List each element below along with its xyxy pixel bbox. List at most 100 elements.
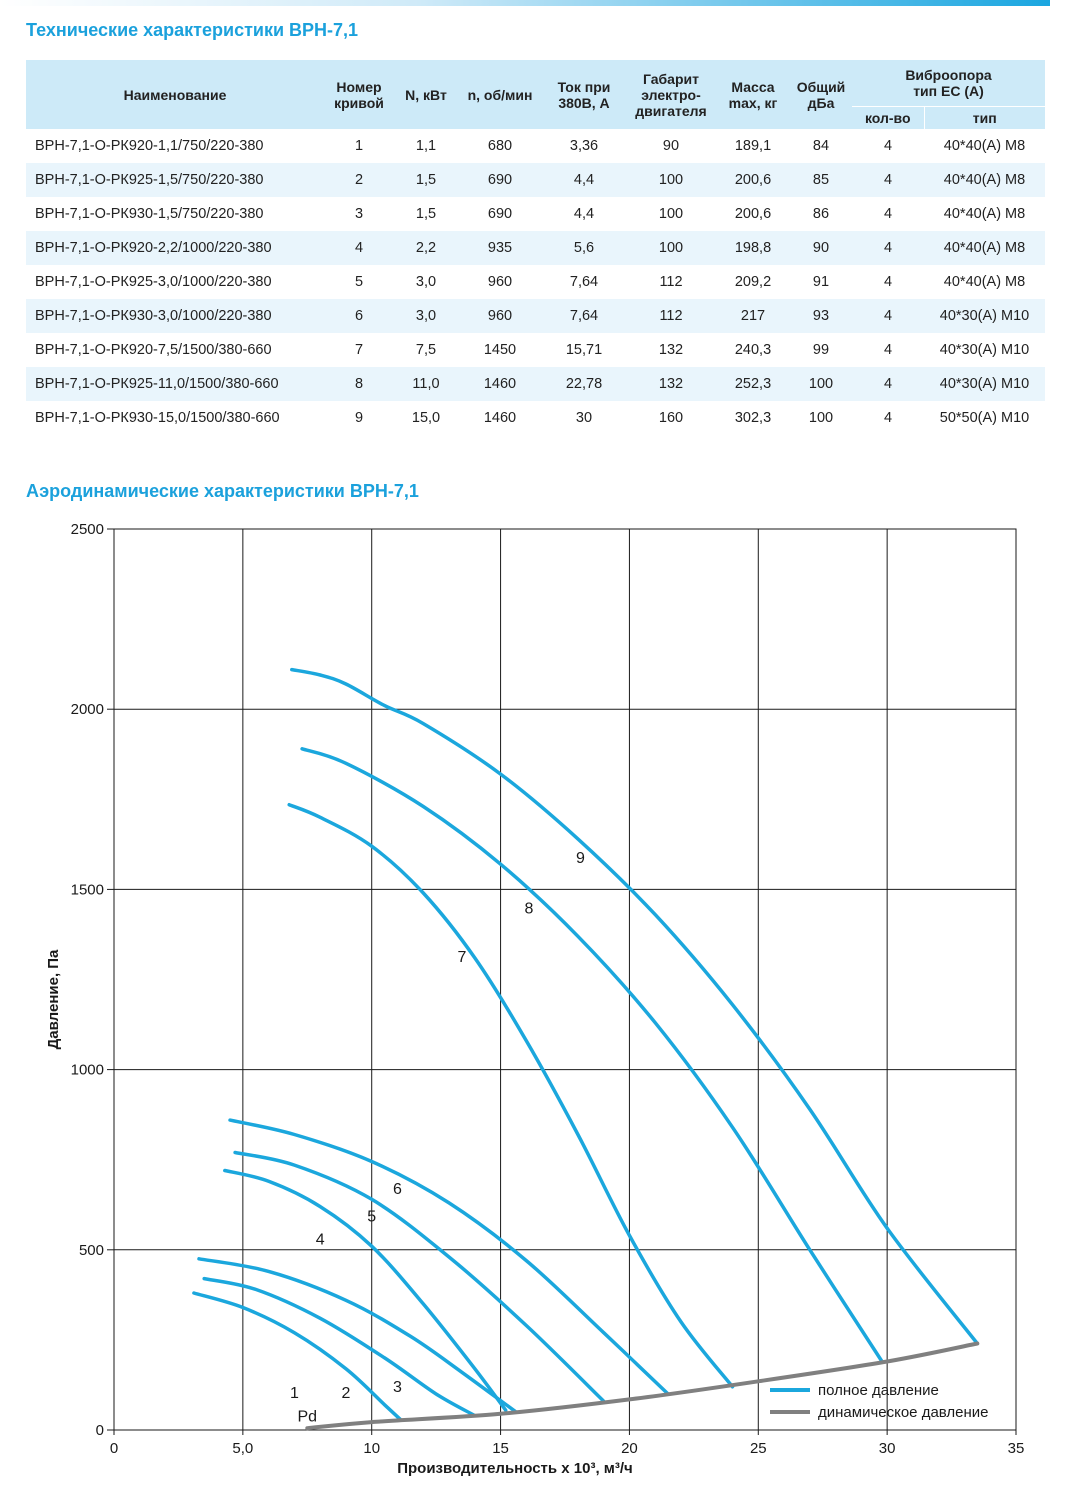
table-row: ВРН-7,1-О-РК925-1,5/750/220-380 2 1,5 690 4,… (26, 163, 1045, 197)
cell-curve: 6 (324, 299, 394, 333)
cell-mass: 200,6 (734, 206, 772, 222)
legend-label: полное давление (818, 1382, 939, 1399)
cell-power: 3,0 (415, 274, 437, 290)
header-mount-qty: кол-во (852, 106, 925, 129)
cell-type: 40*30(А) М10 (924, 299, 1045, 333)
cell-type: 40*30(А) М10 (939, 342, 1030, 358)
cell-rpm: 690 (458, 163, 542, 197)
cell-power: 1,5 (394, 163, 458, 197)
cell-type: 40*40(А) М8 (943, 206, 1026, 222)
cell-frame: 112 (626, 299, 716, 333)
cell-type: 50*50(А) М10 (939, 410, 1030, 426)
x-tick-label: 20 (621, 1440, 638, 1457)
y-tick-label: 500 (79, 1242, 104, 1259)
cell-name: ВРН-7,1-О-РК920-1,1/750/220-380 (35, 138, 264, 154)
cell-power: 1,1 (415, 138, 437, 154)
cell-power: 7,5 (415, 342, 437, 358)
cell-rpm: 680 (487, 138, 513, 154)
cell-rpm: 1450 (483, 342, 517, 358)
x-tick-label: 25 (750, 1440, 767, 1457)
legend-label: динамическое давление (818, 1404, 989, 1421)
cell-curve: 7 (354, 342, 364, 358)
cell-curve: 1 (354, 138, 364, 154)
cell-name: ВРН-7,1-О-РК925-3,0/1000/220-380 (35, 274, 272, 290)
aero-title: Аэродинамические характеристики ВРН-7,1 (26, 481, 419, 501)
y-tick-label: 1500 (71, 881, 104, 898)
specs-table: Наименование Номер кривой N, кВт n, об/ми… (26, 60, 1045, 435)
cell-frame: 132 (658, 342, 684, 358)
cell-name: ВРН-7,1-О-РК930-3,0/1000/220-380 (26, 299, 324, 333)
y-tick-label: 0 (96, 1422, 104, 1439)
cell-mass: 217 (716, 299, 790, 333)
cell-noise: 100 (808, 410, 834, 426)
table-row: ВРН-7,1-О-РК920-1,1/750/220-380 1 1,1 680 3,… (26, 129, 1045, 163)
cell-type: 40*40(А) М8 (924, 231, 1045, 265)
cell-mass: 198,8 (716, 231, 790, 265)
cell-current: 4,4 (542, 163, 626, 197)
x-tick-label: 30 (879, 1440, 896, 1457)
x-tick-label: 15 (492, 1440, 509, 1457)
table-row: ВРН-7,1-О-РК925-11,0/1500/380-660 8 11,0 14… (26, 367, 1045, 401)
cell-type: 40*30(А) М10 (924, 367, 1045, 401)
cell-mass: 200,6 (716, 163, 790, 197)
cell-noise: 84 (812, 138, 830, 154)
cell-frame: 100 (626, 163, 716, 197)
cell-frame: 112 (659, 274, 683, 290)
cell-mass: 209,2 (734, 274, 772, 290)
cell-rpm: 935 (458, 231, 542, 265)
cell-current: 5,6 (542, 231, 626, 265)
header-frame: Габарит электро-двигателя (626, 60, 716, 129)
curve-label-6: 6 (393, 1181, 402, 1198)
cell-noise: 85 (790, 163, 852, 197)
cell-frame: 100 (626, 231, 716, 265)
x-tick-label: 10 (363, 1440, 380, 1457)
table-row: ВРН-7,1-О-РК930-3,0/1000/220-380 6 3,0 960 7… (26, 299, 1045, 333)
cell-type: 40*40(А) М8 (924, 163, 1045, 197)
chart-axes: 0 5,0 10 15 20 25 30 3505001000150020002500Прои… (45, 521, 1024, 1477)
chart-curves: 1 2 3 4 56 7 8 9 Pd (192, 667, 980, 1431)
curve-label-1: 1 (290, 1385, 299, 1402)
header-rpm: n, об/мин (458, 60, 542, 129)
cell-frame: 132 (626, 367, 716, 401)
curve-label-8: 8 (524, 900, 533, 917)
cell-rpm: 1460 (458, 367, 542, 401)
cell-curve: 2 (324, 163, 394, 197)
cell-noise: 100 (790, 367, 852, 401)
curve-4 (223, 1168, 508, 1412)
cell-qty: 4 (883, 410, 893, 426)
cell-current: 7,64 (542, 299, 626, 333)
cell-frame: 100 (658, 206, 684, 222)
y-tick-label: 2000 (71, 701, 104, 718)
cell-curve: 9 (354, 410, 364, 426)
cell-current: 3,36 (569, 138, 599, 154)
y-axis-label: Давление, Па (45, 949, 62, 1049)
cell-noise: 91 (812, 274, 830, 290)
cell-power: 3,0 (394, 299, 458, 333)
x-axis-label: Производительность х 10³, м³/ч (397, 1460, 633, 1477)
cell-rpm: 960 (487, 274, 513, 290)
curve-1 (192, 1291, 402, 1421)
cell-rpm: 690 (487, 206, 513, 222)
table-row: ВРН-7,1-О-РК930-15,0/1500/380-660 9 15,0 14… (26, 401, 1045, 435)
cell-rpm: 960 (458, 299, 542, 333)
cell-current: 15,71 (565, 342, 603, 358)
cell-noise: 90 (790, 231, 852, 265)
table-row: ВРН-7,1-О-РК920-7,5/1500/380-660 7 7,5 1450… (26, 333, 1045, 367)
curve-9 (290, 667, 980, 1346)
curve-3 (197, 1257, 518, 1414)
chart-legend: полное давление динамическое давление (770, 1382, 989, 1421)
cell-rpm: 1460 (483, 410, 517, 426)
curve-6 (228, 1118, 670, 1396)
cell-type: 40*40(А) М8 (943, 274, 1026, 290)
dynamic-pressure-curve (305, 1341, 980, 1431)
cell-mass: 252,3 (716, 367, 790, 401)
cell-name: ВРН-7,1-О-РК930-1,5/750/220-380 (35, 206, 264, 222)
curve-5 (233, 1150, 606, 1403)
cell-power: 1,5 (415, 206, 437, 222)
cell-current: 22,78 (542, 367, 626, 401)
cell-name: ВРН-7,1-О-РК925-11,0/1500/380-660 (26, 367, 324, 401)
cell-curve: 5 (354, 274, 364, 290)
cell-qty: 4 (852, 231, 924, 265)
curve-label-4: 4 (316, 1231, 325, 1248)
